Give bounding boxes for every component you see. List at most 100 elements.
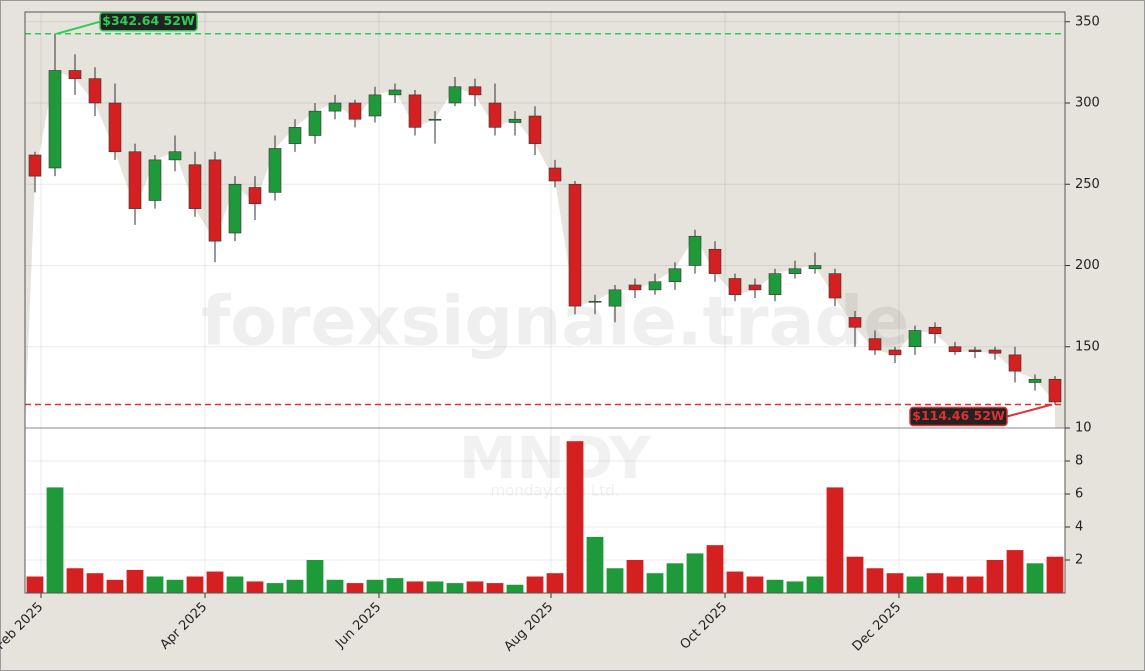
y2-tick-label: 8 — [1075, 454, 1083, 469]
volume-bar — [806, 576, 824, 593]
volume-bar — [286, 579, 304, 593]
volume-bar — [246, 581, 264, 593]
watermark: forexsignale.trade — [201, 283, 910, 362]
candle-body — [828, 273, 842, 299]
candle-body — [468, 86, 482, 96]
candle-body — [128, 151, 142, 209]
volume-bar — [866, 568, 884, 593]
volume-bar — [46, 487, 64, 593]
candle-body — [408, 94, 422, 128]
candle-body — [708, 248, 722, 274]
volume-bar — [526, 576, 544, 593]
annotation-box — [99, 11, 198, 32]
candle-body — [628, 284, 642, 291]
volume-bar — [966, 576, 984, 593]
volume-bar — [66, 568, 84, 593]
annotation-label: $114.46 52W — [912, 408, 1005, 423]
volume-bar — [586, 536, 604, 593]
close-area — [25, 70, 1055, 428]
volume-bar — [406, 581, 424, 593]
volume-bar — [826, 487, 844, 593]
candle-body — [288, 127, 302, 144]
candle-body — [648, 281, 662, 291]
volume-bar — [1006, 550, 1024, 593]
volume-bar — [986, 560, 1004, 593]
candle-body — [68, 70, 82, 79]
volume-bar — [766, 579, 784, 593]
volume-bar — [726, 571, 744, 593]
annotation-box — [909, 406, 1008, 427]
candle-body — [388, 89, 402, 96]
plot-border — [24, 11, 1066, 594]
volume-bar — [346, 583, 364, 593]
volume-bar — [106, 579, 124, 593]
volume-bar — [546, 573, 564, 593]
candle-body — [208, 159, 222, 242]
candle-body — [428, 118, 442, 121]
candle-body — [808, 265, 822, 270]
candle-body — [768, 273, 782, 296]
y2-tick-label: 2 — [1075, 553, 1083, 568]
candle-body — [1048, 378, 1062, 403]
candle-body — [588, 300, 602, 303]
y-tick-label: 250 — [1075, 177, 1100, 192]
volume-bar — [86, 573, 104, 593]
candle-body — [528, 115, 542, 144]
volume-bar — [146, 576, 164, 593]
candle-body — [88, 78, 102, 104]
candle-body — [228, 183, 242, 234]
candle-body — [1028, 378, 1042, 383]
annotation-label: $342.64 52W — [102, 13, 195, 28]
candle-body — [348, 102, 362, 120]
candle-body — [548, 167, 562, 182]
y-tick-label: 200 — [1075, 258, 1100, 273]
volume-bar — [506, 584, 524, 593]
volume-bar — [666, 563, 684, 593]
volume-bar — [386, 578, 404, 593]
company-watermark: monday.com Ltd. — [491, 482, 620, 500]
candle-body — [48, 70, 62, 169]
y-tick-label: 150 — [1075, 339, 1100, 354]
candle-body — [328, 102, 342, 112]
volume-bar — [946, 576, 964, 593]
volume-bar — [326, 579, 344, 593]
candle-body — [908, 330, 922, 348]
volume-bar — [706, 545, 724, 593]
candle-body — [668, 268, 682, 283]
y-tick-label: 350 — [1075, 14, 1100, 29]
volume-bar — [426, 581, 444, 593]
volume-bar — [646, 573, 664, 593]
candle-body — [148, 159, 162, 201]
volume-bar — [626, 560, 644, 593]
volume-bar — [306, 560, 324, 593]
candle-body — [1008, 354, 1022, 372]
annotation-arrow — [56, 20, 101, 35]
volume-bar — [126, 569, 144, 593]
volume-bar — [906, 576, 924, 593]
y2-tick-label: 6 — [1075, 487, 1083, 502]
volume-bar — [746, 576, 764, 593]
volume-bar — [686, 553, 704, 593]
ticker-watermark: MNDY — [459, 424, 652, 492]
volume-bar — [186, 576, 204, 593]
volume-bar — [846, 556, 864, 593]
volume-bar — [926, 573, 944, 593]
y2-tick-label: 4 — [1075, 520, 1083, 535]
volume-bar — [606, 568, 624, 593]
candle-body — [308, 110, 322, 136]
candle-body — [788, 268, 802, 274]
volume-bar — [1046, 556, 1064, 593]
volume-bar — [486, 583, 504, 593]
volume-bar — [26, 576, 44, 593]
y2-tick-label: 10 — [1075, 421, 1092, 436]
y-tick-label: 300 — [1075, 96, 1100, 111]
volume-bar — [366, 579, 384, 593]
candle-body — [268, 148, 282, 193]
candle-body — [248, 187, 262, 205]
candle-body — [868, 338, 882, 351]
candle-body — [168, 151, 182, 161]
candle-body — [568, 183, 582, 307]
volume-bar — [466, 581, 484, 593]
volume-bar — [266, 583, 284, 593]
volume-bar — [206, 571, 224, 593]
